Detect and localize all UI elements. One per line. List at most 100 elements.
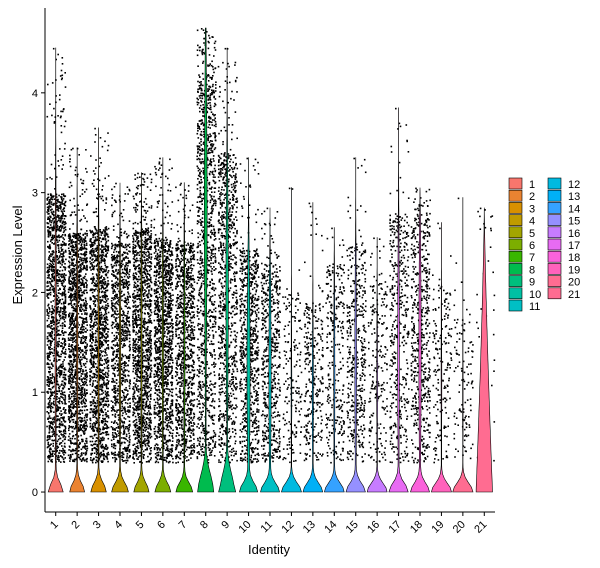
cell-point bbox=[72, 375, 75, 378]
cell-point bbox=[71, 427, 74, 429]
cell-point bbox=[61, 423, 64, 425]
cell-point bbox=[114, 402, 116, 405]
cell-point bbox=[80, 218, 83, 221]
cell-point bbox=[64, 348, 67, 351]
cell-point bbox=[51, 229, 54, 232]
cell-point bbox=[80, 389, 83, 392]
cell-point bbox=[47, 460, 50, 463]
cell-point bbox=[103, 316, 106, 319]
cell-point bbox=[121, 281, 124, 284]
cell-point bbox=[118, 296, 120, 299]
cell-point bbox=[102, 199, 104, 202]
cell-point bbox=[59, 412, 61, 415]
cell-point bbox=[53, 266, 56, 268]
cell-point bbox=[48, 379, 50, 381]
cell-point bbox=[81, 317, 83, 319]
cell-point bbox=[74, 309, 77, 311]
cell-point bbox=[90, 336, 92, 339]
cell-point bbox=[78, 275, 81, 278]
cell-point bbox=[115, 350, 118, 353]
cell-point bbox=[57, 409, 60, 412]
cell-point bbox=[80, 253, 82, 255]
cell-point bbox=[81, 390, 83, 393]
cell-point bbox=[79, 426, 81, 429]
cell-point bbox=[59, 273, 61, 276]
cell-point bbox=[107, 284, 109, 286]
cell-point bbox=[128, 360, 130, 362]
cell-point bbox=[52, 229, 55, 231]
cell-point bbox=[84, 394, 87, 396]
cell-point bbox=[107, 367, 109, 370]
cell-point bbox=[126, 269, 128, 272]
cell-point bbox=[100, 276, 102, 278]
cell-point bbox=[70, 328, 73, 330]
cell-point bbox=[74, 412, 77, 414]
cell-point bbox=[64, 269, 66, 271]
cell-point bbox=[106, 276, 109, 279]
cell-point bbox=[83, 401, 85, 404]
cell-point bbox=[72, 282, 74, 285]
cell-point bbox=[101, 372, 104, 375]
cell-point bbox=[46, 312, 49, 314]
cell-point bbox=[128, 220, 131, 222]
cell-point bbox=[51, 439, 53, 442]
cell-point bbox=[107, 331, 109, 333]
cell-point bbox=[123, 283, 126, 285]
cell-point bbox=[53, 397, 55, 400]
cell-point bbox=[73, 332, 76, 334]
cell-point bbox=[104, 330, 106, 332]
cell-point bbox=[107, 344, 109, 346]
cell-point bbox=[63, 207, 65, 209]
cell-point bbox=[114, 429, 117, 431]
cell-point bbox=[56, 224, 59, 227]
cell-point bbox=[56, 450, 58, 452]
cell-point bbox=[105, 226, 108, 228]
cell-point bbox=[50, 325, 53, 327]
cell-point bbox=[96, 350, 98, 352]
cell-point bbox=[48, 230, 50, 233]
cell-point bbox=[104, 413, 107, 416]
cell-point bbox=[72, 246, 74, 249]
cell-point bbox=[102, 457, 105, 460]
cell-point bbox=[94, 255, 97, 258]
cell-point bbox=[61, 367, 64, 369]
cell-point bbox=[112, 359, 114, 362]
cell-point bbox=[62, 301, 65, 304]
cell-point bbox=[72, 395, 75, 397]
cell-point bbox=[99, 393, 101, 396]
cell-point bbox=[49, 215, 51, 218]
cell-point bbox=[49, 244, 51, 246]
cell-point bbox=[128, 283, 131, 286]
cell-point bbox=[79, 295, 81, 298]
cell-point bbox=[100, 374, 103, 377]
cell-point bbox=[101, 345, 103, 348]
cell-point bbox=[68, 345, 71, 347]
cell-point bbox=[50, 459, 52, 462]
cell-point bbox=[60, 197, 63, 200]
cell-point bbox=[49, 282, 52, 285]
cell-point bbox=[55, 323, 58, 325]
cell-point bbox=[96, 282, 99, 285]
cell-point bbox=[125, 362, 127, 364]
cell-point bbox=[94, 332, 97, 335]
cell-point bbox=[102, 185, 104, 187]
cell-point bbox=[114, 392, 116, 394]
cell-point bbox=[62, 260, 64, 262]
cell-point bbox=[69, 437, 72, 440]
cell-point bbox=[75, 305, 77, 308]
cell-point bbox=[107, 382, 109, 384]
cell-point bbox=[81, 393, 84, 395]
cell-point bbox=[80, 342, 82, 344]
cell-point bbox=[100, 447, 103, 449]
cell-point bbox=[80, 228, 83, 231]
cell-point bbox=[72, 358, 75, 361]
cell-point bbox=[122, 246, 125, 248]
cell-point bbox=[70, 360, 73, 363]
cell-point bbox=[86, 171, 88, 173]
cell-point bbox=[106, 391, 109, 393]
cell-point bbox=[49, 353, 51, 355]
cell-point bbox=[121, 357, 123, 360]
cell-point bbox=[68, 256, 71, 258]
cell-point bbox=[101, 290, 104, 293]
cell-point bbox=[91, 247, 94, 250]
